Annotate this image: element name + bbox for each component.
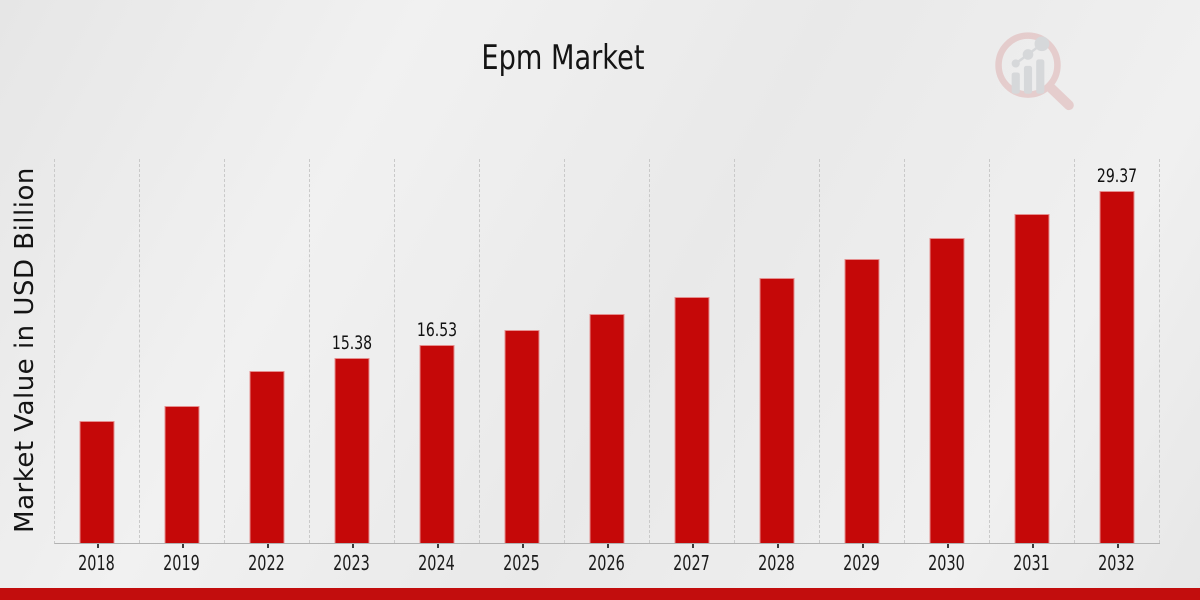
category-slot-2022 xyxy=(225,159,310,543)
value-label-2032: 29.37 xyxy=(1096,164,1138,187)
x-tick-label-2019: 2019 xyxy=(163,551,200,575)
x-tick-label-2018: 2018 xyxy=(78,551,115,575)
logo-bar-medium xyxy=(1023,65,1033,94)
category-slot-2026 xyxy=(565,159,650,543)
tick-mark xyxy=(181,544,184,548)
x-cell-2030: 2030 xyxy=(904,544,989,575)
tick-mark xyxy=(266,544,269,548)
magnifier-handle-icon xyxy=(1045,82,1074,111)
x-cell-2028: 2028 xyxy=(734,544,819,575)
category-slot-2031 xyxy=(990,159,1075,543)
tick-mark xyxy=(946,544,949,548)
x-tick-label-2029: 2029 xyxy=(843,551,880,575)
category-slot-2028 xyxy=(735,159,820,543)
chart-title: Epm Market xyxy=(0,38,1126,78)
tick-mark xyxy=(96,544,99,548)
category-slot-2027 xyxy=(650,159,735,543)
bar-2018 xyxy=(79,420,115,543)
tick-mark xyxy=(776,544,779,548)
bar-2028 xyxy=(759,278,795,543)
category-slot-2024: 16.53 xyxy=(395,159,480,543)
category-slot-2018 xyxy=(55,159,140,543)
x-cell-2026: 2026 xyxy=(564,544,649,575)
bar-2025 xyxy=(504,329,540,543)
bar-2030 xyxy=(929,237,965,543)
x-cell-2027: 2027 xyxy=(649,544,734,575)
x-cell-2025: 2025 xyxy=(479,544,564,575)
logo-dot-1 xyxy=(1011,59,1020,68)
x-tick-label-2026: 2026 xyxy=(588,551,625,575)
bar-2026 xyxy=(589,313,625,543)
plot-area: 15.38 16.53 29.37 xyxy=(54,159,1160,544)
x-cell-2029: 2029 xyxy=(819,544,904,575)
x-tick-label-2022: 2022 xyxy=(248,551,285,575)
x-cell-2024: 2024 xyxy=(394,544,479,575)
bar-2027 xyxy=(674,297,710,543)
x-tick-label-2028: 2028 xyxy=(758,551,795,575)
x-cell-2023: 2023 xyxy=(309,544,394,575)
y-axis-title: Market Value in USD Billion xyxy=(10,167,40,533)
category-slot-2032: 29.37 xyxy=(1075,159,1160,543)
bar-2019 xyxy=(164,406,200,543)
tick-mark xyxy=(436,544,439,548)
bar-2031 xyxy=(1014,214,1050,543)
magnifier-growth-chart-logo xyxy=(995,32,1074,111)
magnifier-ring-icon xyxy=(995,32,1061,98)
bar-2023 xyxy=(334,358,370,543)
x-tick-label-2032: 2032 xyxy=(1098,551,1135,575)
category-slot-2029 xyxy=(820,159,905,543)
logo-bar-large xyxy=(1036,59,1045,94)
x-cell-2022: 2022 xyxy=(224,544,309,575)
category-slot-2030 xyxy=(905,159,990,543)
value-label-2023: 15.38 xyxy=(331,332,373,355)
tick-mark xyxy=(521,544,524,548)
bottom-red-band xyxy=(0,588,1200,600)
x-tick-label-2027: 2027 xyxy=(673,551,710,575)
bar-2022 xyxy=(249,371,285,543)
x-cell-2032: 2032 xyxy=(1074,544,1159,575)
tick-mark xyxy=(1031,544,1034,548)
x-cell-2019: 2019 xyxy=(139,544,224,575)
x-tick-label-2023: 2023 xyxy=(333,551,370,575)
tick-mark xyxy=(606,544,609,548)
category-slot-2019 xyxy=(140,159,225,543)
logo-dot-2 xyxy=(1022,49,1034,60)
x-cell-2031: 2031 xyxy=(989,544,1074,575)
tick-mark xyxy=(1116,544,1119,548)
category-slot-2025 xyxy=(480,159,565,543)
logo-dot-3 xyxy=(1034,36,1050,52)
x-tick-label-2030: 2030 xyxy=(928,551,965,575)
bar-2029 xyxy=(844,258,880,543)
x-tick-label-2024: 2024 xyxy=(418,551,455,575)
x-axis: 2018 2019 2022 2023 2024 2025 2026 2027 2028 2029… xyxy=(54,544,1159,575)
chart-title-text: Epm Market xyxy=(481,38,645,78)
bar-2032 xyxy=(1099,190,1135,543)
value-label-2024: 16.53 xyxy=(416,318,458,341)
category-slot-2023: 15.38 xyxy=(310,159,395,543)
tick-mark xyxy=(691,544,694,548)
x-cell-2018: 2018 xyxy=(54,544,139,575)
tick-mark xyxy=(351,544,354,548)
logo-bar-small xyxy=(1011,72,1020,94)
bar-2024 xyxy=(419,344,455,543)
x-tick-label-2031: 2031 xyxy=(1013,551,1050,575)
tick-mark xyxy=(861,544,864,548)
x-tick-label-2025: 2025 xyxy=(503,551,540,575)
